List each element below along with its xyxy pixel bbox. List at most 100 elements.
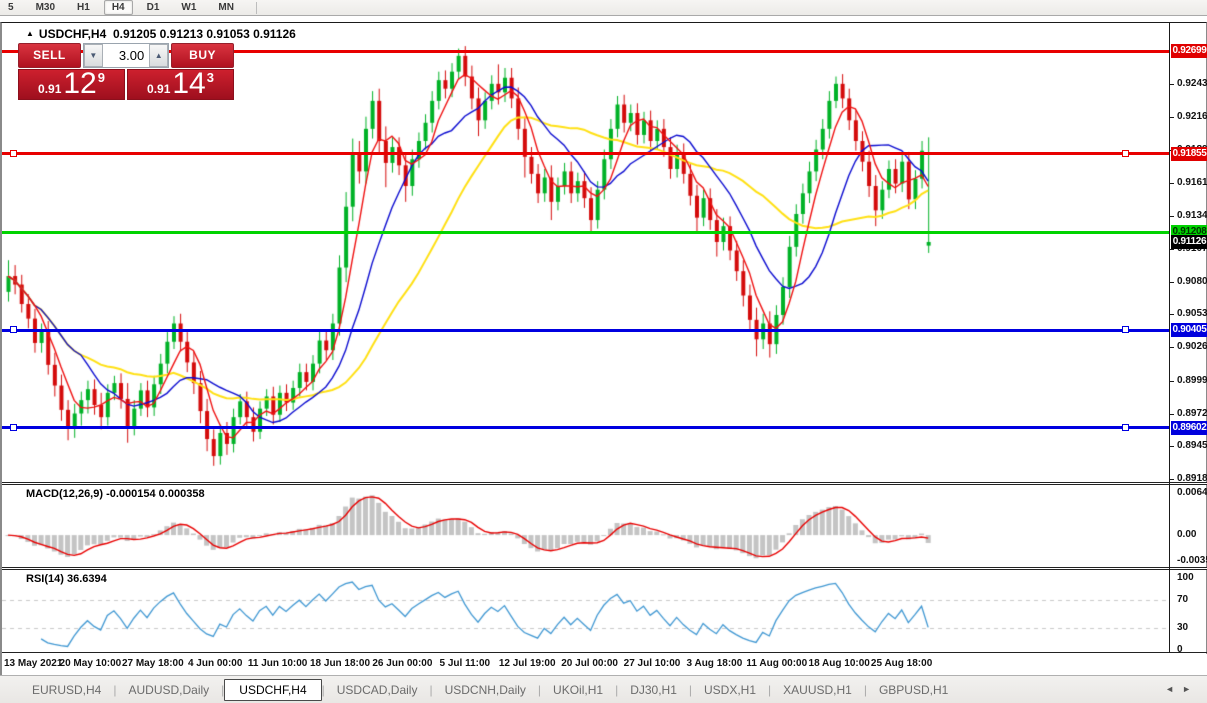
chart-tab-usdcnh[interactable]: USDCNH,Daily: [444, 682, 526, 697]
line-drag-handle[interactable]: [10, 150, 17, 157]
line-drag-handle[interactable]: [1122, 424, 1129, 431]
volume-decrease-button[interactable]: ▼: [83, 44, 103, 67]
chart-tab-ukoil[interactable]: UKOil,H1: [553, 682, 604, 697]
tab-separator: |: [863, 682, 867, 697]
timeframe-button-mn[interactable]: MN: [218, 2, 234, 13]
horizontal-level-line[interactable]: [2, 152, 1169, 155]
rsi-canvas[interactable]: [2, 570, 1169, 652]
timeframe-button-w1[interactable]: W1: [181, 2, 197, 13]
timeframe-button-d1[interactable]: D1: [146, 2, 160, 13]
tab-scroll-arrows: ◄►: [1165, 684, 1199, 694]
chart-symbol: USDCHF,H4: [38, 27, 107, 41]
price-level-badge: 0.90405: [1171, 323, 1207, 337]
pane-divider[interactable]: [2, 482, 1207, 485]
axis-tick-label: 0.90805: [1177, 276, 1207, 287]
axis-tick-label: 0.90535: [1177, 308, 1207, 319]
horizontal-level-line[interactable]: [2, 426, 1169, 429]
horizontal-level-line[interactable]: [2, 50, 1169, 53]
tab-separator: |: [321, 682, 325, 697]
time-axis-label: 27 May 18:00: [121, 658, 184, 669]
horizontal-level-line[interactable]: [2, 329, 1169, 332]
macd-indicator-pane: MACD(12,26,9) -0.000154 0.000358: [2, 485, 1169, 567]
timeframe-button-h1[interactable]: H1: [77, 2, 90, 13]
chart-tab-audusd[interactable]: AUDUSD,Daily: [128, 682, 210, 697]
sell-price-big: 12: [63, 67, 97, 100]
line-drag-handle[interactable]: [1122, 326, 1129, 333]
price-level-badge: 0.89602: [1171, 421, 1207, 435]
tab-separator: |: [113, 682, 117, 697]
time-axis-label: 20 Jul 00:00: [561, 658, 618, 669]
chart-tab-gbpusd[interactable]: GBPUSD,H1: [878, 682, 949, 697]
time-axis-label: 18 Jun 18:00: [309, 658, 371, 669]
tab-separator: |: [688, 682, 692, 697]
macd-label: MACD(12,26,9) -0.000154 0.000358: [26, 488, 205, 500]
volume-input[interactable]: [102, 44, 150, 67]
collapse-arrow-icon[interactable]: ▲: [26, 29, 34, 38]
axis-tick-label: 0.91345: [1177, 210, 1207, 221]
buy-price-sup: 3: [206, 70, 214, 85]
rsi-axis-label: 100: [1177, 572, 1194, 583]
line-drag-handle[interactable]: [1122, 150, 1129, 157]
chart-tab-dj30[interactable]: DJ30,H1: [630, 682, 677, 697]
chart-tab-usdx[interactable]: USDX,H1: [704, 682, 757, 697]
sell-button[interactable]: SELL: [18, 43, 81, 68]
line-drag-handle[interactable]: [10, 424, 17, 431]
time-axis-label: 3 Aug 18:00: [686, 658, 743, 669]
rsi-indicator-pane: RSI(14) 36.6394: [2, 570, 1169, 652]
tab-separator: |: [221, 682, 225, 697]
chart-tab-usdcad[interactable]: USDCAD,Daily: [336, 682, 418, 697]
axis-tick-mark: [1170, 347, 1174, 348]
rsi-axis-label: 0: [1177, 644, 1183, 655]
buy-button[interactable]: BUY: [171, 43, 235, 68]
macd-axis-label: 0.00: [1177, 529, 1197, 540]
sell-price-base: 0.91: [38, 82, 62, 96]
horizontal-level-line[interactable]: [2, 231, 1169, 234]
price-level-badge: 0.91855: [1171, 147, 1207, 161]
time-axis-label: 11 Jun 10:00: [247, 658, 308, 669]
buy-price-base: 0.91: [147, 82, 171, 96]
chart-tab-xauusd[interactable]: XAUUSD,H1: [783, 682, 852, 697]
rsi-axis-label: 30: [1177, 622, 1189, 633]
axis-tick-mark: [1170, 446, 1174, 447]
timeframe-button-m30[interactable]: M30: [35, 2, 56, 13]
price-level-badge: 0.91126: [1171, 235, 1207, 249]
tab-scroll-right-icon[interactable]: ►: [1182, 684, 1199, 694]
price-chart-pane: ▲ USDCHF,H4 0.91205 0.91213 0.91053 0.911…: [2, 23, 1169, 482]
time-axis-label: 26 Jun 00:00: [372, 658, 433, 669]
timeframe-toolbar: 5 M30 H1 H4 D1 W1 MN: [0, 0, 1207, 16]
time-axis-label: 13 May 2021: [4, 658, 63, 669]
chart-tab-eurusd[interactable]: EURUSD,H4: [32, 682, 102, 697]
axis-tick-mark: [1170, 183, 1174, 184]
timeframe-button-5[interactable]: 5: [8, 2, 14, 13]
tab-scroll-left-icon[interactable]: ◄: [1165, 684, 1183, 694]
chart-window: ▲ USDCHF,H4 0.91205 0.91213 0.91053 0.911…: [0, 22, 1207, 676]
sell-price-sup: 9: [97, 70, 105, 85]
time-axis-label: 20 May 10:00: [59, 658, 122, 669]
tab-separator: |: [615, 682, 619, 697]
macd-axis-label: 0.006451: [1177, 487, 1207, 498]
time-axis-label: 18 Aug 10:00: [808, 658, 870, 669]
time-axis[interactable]: 13 May 2021 20 May 10:00 27 May 18:00 4 Jun…: [2, 654, 1207, 676]
axis-tick-mark: [1170, 282, 1174, 283]
sell-price-tile[interactable]: 0.91 12 9: [18, 69, 125, 100]
axis-tick-mark: [1170, 414, 1174, 415]
axis-tick-mark: [1170, 216, 1174, 217]
chart-tab-usdchf[interactable]: USDCHF,H4: [224, 678, 322, 701]
axis-tick-mark: [1170, 117, 1174, 118]
line-drag-handle[interactable]: [10, 326, 17, 333]
axis-tick-label: 0.91615: [1177, 177, 1207, 188]
buy-price-tile[interactable]: 0.91 14 3: [127, 69, 234, 100]
timeframe-button-h4[interactable]: H4: [103, 0, 133, 15]
buy-price-big: 14: [172, 67, 206, 100]
price-axis-line: [1169, 23, 1170, 653]
macd-canvas[interactable]: [2, 485, 1169, 567]
toolbar-separator: [255, 1, 257, 14]
volume-increase-button[interactable]: ▲: [149, 44, 169, 67]
pane-divider[interactable]: [2, 567, 1207, 570]
macd-axis-label: -0.00350: [1177, 555, 1207, 566]
tab-separator: |: [537, 682, 542, 697]
time-axis-label: 12 Jul 19:00: [498, 658, 556, 669]
